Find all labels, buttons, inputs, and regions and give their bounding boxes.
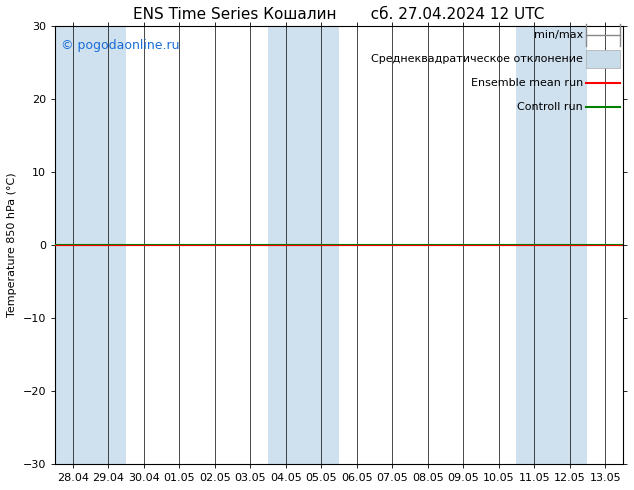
Bar [268,26,304,464]
Bar [586,50,620,68]
Y-axis label: Temperature 850 hPa (°C): Temperature 850 hPa (°C) [7,172,17,317]
Bar [517,26,552,464]
Bar [552,26,587,464]
Bar [55,26,91,464]
Text: min/max: min/max [534,30,583,40]
Text: Среднеквадратическое отклонение: Среднеквадратическое отклонение [372,54,583,64]
Text: Controll run: Controll run [517,102,583,112]
Text: Ensemble mean run: Ensemble mean run [471,78,583,88]
Bar [91,26,126,464]
Title: ENS Time Series Кошалин       сб. 27.04.2024 12 UTC: ENS Time Series Кошалин сб. 27.04.2024 1… [133,7,545,22]
Text: © pogodaonline.ru: © pogodaonline.ru [61,39,179,52]
Bar [304,26,339,464]
